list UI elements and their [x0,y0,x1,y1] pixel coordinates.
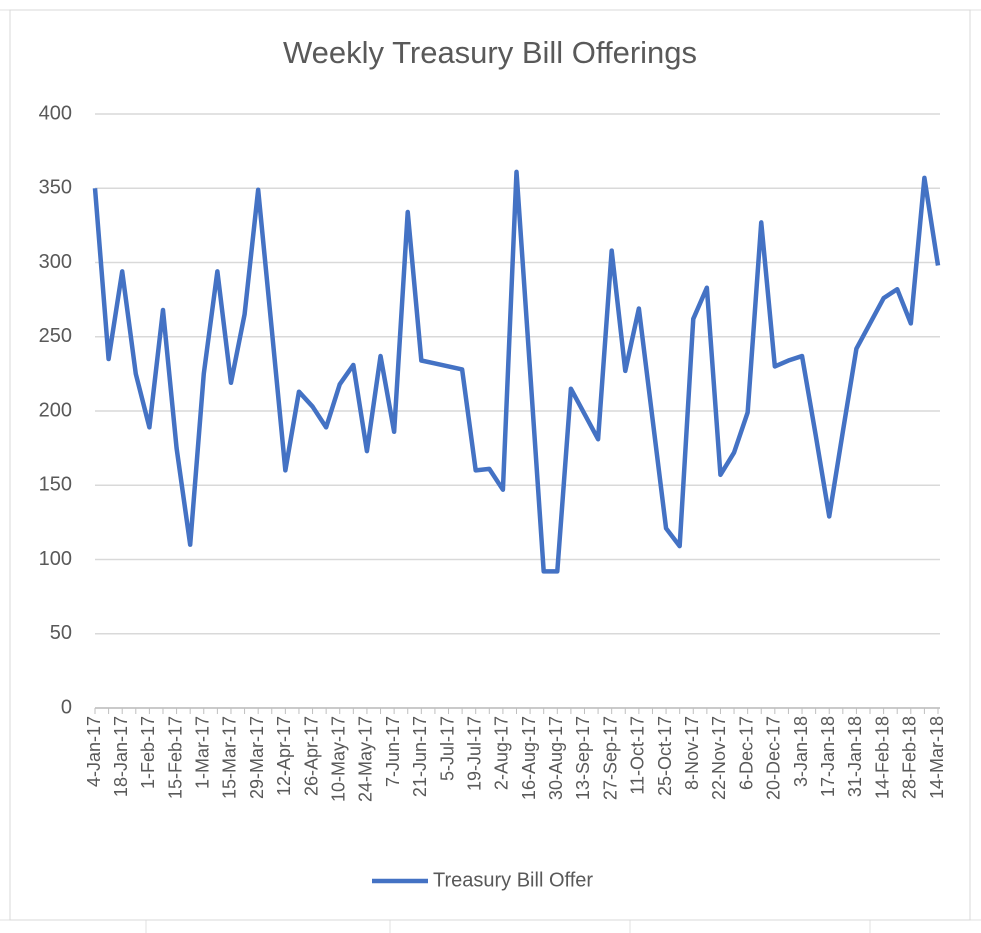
x-tick-label: 12-Apr-17 [274,716,294,796]
x-tick-label: 30-Aug-17 [546,716,566,800]
x-tick-label: 4-Jan-17 [84,716,104,787]
x-tick-label: 1-Mar-17 [193,716,213,789]
y-tick-label: 400 [39,102,72,124]
x-tick-label: 2-Aug-17 [492,716,512,790]
x-tick-label: 17-Jan-18 [818,716,838,797]
x-tick-label: 5-Jul-17 [437,716,457,781]
x-tick-label: 18-Jan-17 [111,716,131,797]
y-tick-label: 150 [39,474,72,496]
x-tick-label: 21-Jun-17 [410,716,430,797]
chart-title: Weekly Treasury Bill Offerings [283,35,697,70]
x-tick-label: 28-Feb-18 [900,716,920,799]
x-tick-label: 1-Feb-17 [138,716,158,789]
chart-area [9,9,971,921]
y-tick-label: 200 [39,399,72,421]
y-tick-label: 0 [61,696,72,718]
y-tick-label: 250 [39,325,72,347]
y-tick-label: 50 [50,622,72,644]
y-tick-label: 100 [39,548,72,570]
x-tick-label: 26-Apr-17 [301,716,321,796]
y-tick-label: 300 [39,251,72,273]
y-tick-label: 350 [39,177,72,199]
x-tick-label: 11-Oct-17 [628,716,648,795]
x-tick-label: 14-Mar-18 [927,716,947,799]
x-tick-label: 7-Jun-17 [383,716,403,787]
x-tick-label: 20-Dec-17 [764,716,784,800]
x-tick-label: 24-May-17 [356,716,376,802]
x-tick-label: 13-Sep-17 [573,716,593,800]
x-tick-label: 25-Oct-17 [655,716,675,796]
x-tick-label: 31-Jan-18 [845,716,865,797]
legend-label: Treasury Bill Offer [433,869,593,891]
x-tick-label: 10-May-17 [328,716,348,802]
x-tick-label: 29-Mar-17 [247,716,267,799]
x-tick-label: 19-Jul-17 [464,716,484,791]
x-tick-label: 6-Dec-17 [736,716,756,790]
x-tick-label: 14-Feb-18 [872,716,892,799]
x-tick-label: 16-Aug-17 [519,716,539,800]
x-tick-label: 15-Feb-17 [165,716,185,799]
x-tick-label: 15-Mar-17 [220,716,240,799]
x-tick-label: 27-Sep-17 [600,716,620,800]
x-tick-label: 3-Jan-18 [791,716,811,787]
x-tick-label: 8-Nov-17 [682,716,702,790]
data-line [92,169,941,574]
x-tick-label: 22-Nov-17 [709,716,729,800]
